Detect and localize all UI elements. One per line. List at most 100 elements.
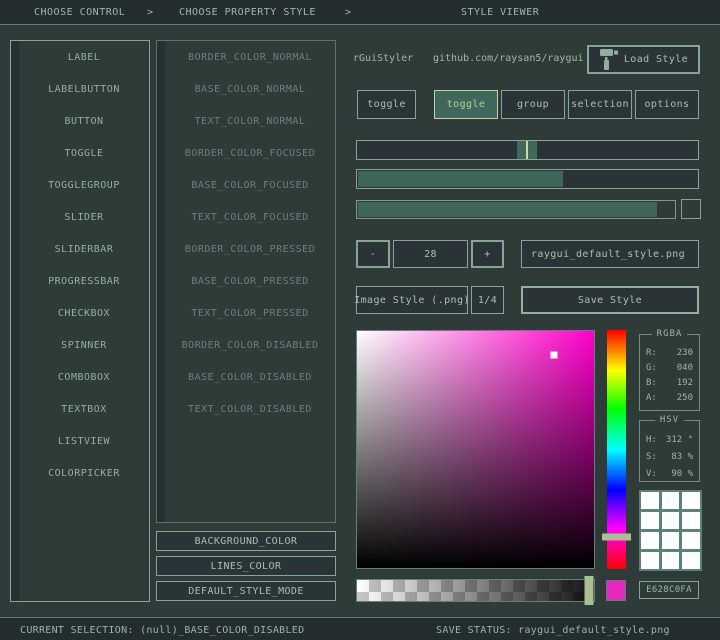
hsv-row-value: 312 ° [665, 434, 693, 445]
palette-cell[interactable] [661, 492, 680, 509]
control-list-item[interactable]: TOGGLE [64, 147, 104, 159]
image-style-button[interactable]: Image Style (.png) [354, 286, 469, 314]
palette-cell[interactable] [682, 512, 700, 529]
controls-list-scrollbar[interactable] [11, 41, 19, 601]
alpha-handle[interactable] [584, 576, 594, 605]
hsv-row-value: 83 % [671, 451, 693, 462]
lines-color-button[interactable]: LINES_COLOR [156, 556, 336, 576]
property-list-item[interactable]: TEXT_COLOR_DISABLED [188, 403, 312, 415]
rgba-row-value: 192 [676, 377, 693, 388]
rgba-row: B: 192 [646, 375, 693, 390]
save-style-button[interactable]: Save Style [521, 286, 699, 314]
hex-value-box[interactable]: E628C0FA [639, 581, 699, 599]
background-color-button[interactable]: BACKGROUND_COLOR [156, 531, 336, 551]
checkbox-control[interactable] [681, 199, 701, 219]
hsv-row-label: H: [646, 434, 657, 445]
rgba-row: R: 230 [646, 345, 693, 360]
toggle-group-item[interactable]: selection [568, 90, 632, 119]
palette-cell[interactable] [641, 492, 659, 509]
control-list-item[interactable]: TEXTBOX [61, 403, 107, 415]
control-list-item[interactable]: BUTTON [64, 115, 104, 127]
controls-list: LABEL LABELBUTTON BUTTON TOGGLE TOGGLEGROUP S… [19, 41, 149, 489]
load-style-label: Load Style [623, 54, 689, 65]
rgba-row-label: R: [646, 347, 657, 358]
rgba-row-value: 250 [676, 392, 693, 403]
hsv-rows: H: 312 ° S: 83 % V: 90 % [646, 431, 693, 482]
slider-handle[interactable] [517, 141, 538, 159]
hsv-row-label: S: [646, 451, 657, 462]
rgba-title: RGBA [651, 329, 688, 339]
toggle-group-item[interactable]: group [501, 90, 565, 119]
rgba-rows: R: 230 G: 040 B: 192 A: 250 [646, 345, 693, 405]
palette-cell[interactable] [661, 532, 680, 549]
toggle-group: toggle group selection options [434, 90, 699, 119]
sv-cursor[interactable] [550, 351, 558, 359]
hue-handle[interactable] [602, 533, 631, 541]
property-list-item[interactable]: TEXT_COLOR_FOCUSED [191, 211, 309, 223]
step-style-viewer: STYLE VIEWER [461, 7, 540, 18]
spinner-minus-button[interactable]: - [356, 240, 390, 268]
property-list-item[interactable]: BORDER_COLOR_PRESSED [184, 243, 316, 255]
toggle-group-item[interactable]: options [635, 90, 699, 119]
default-style-mode-button[interactable]: DEFAULT_STYLE_MODE [156, 581, 336, 601]
progressbar-control [356, 200, 676, 219]
rgba-row-value: 040 [676, 362, 693, 373]
control-list-item[interactable]: LABEL [67, 51, 101, 63]
palette-cell[interactable] [641, 512, 659, 529]
spinner-value-box[interactable]: 28 [393, 240, 468, 268]
rgba-row: G: 040 [646, 360, 693, 375]
property-list-item[interactable]: BASE_COLOR_DISABLED [188, 371, 312, 383]
slider-control[interactable] [356, 140, 699, 160]
control-list-item[interactable]: SLIDER [64, 211, 104, 223]
palette-cell[interactable] [682, 552, 700, 569]
spinner-plus-button[interactable]: + [471, 240, 504, 268]
palette-cell[interactable] [641, 532, 659, 549]
sliderbar-control[interactable] [356, 169, 699, 189]
property-list-item[interactable]: TEXT_COLOR_NORMAL [194, 115, 306, 127]
property-list-item[interactable]: BORDER_COLOR_DISABLED [181, 339, 319, 351]
control-list-item[interactable]: SPINNER [61, 339, 107, 351]
hsv-row-value: 90 % [671, 468, 693, 479]
hue-bar[interactable] [602, 330, 631, 569]
control-list-item[interactable]: SLIDERBAR [54, 243, 114, 255]
palette-cell[interactable] [661, 552, 680, 569]
app-brand-label: rGuiStyler [353, 53, 414, 64]
palette-cell[interactable] [682, 492, 700, 509]
status-bar: CURRENT SELECTION: (null)_BASE_COLOR_DIS… [0, 617, 720, 640]
ratio-button[interactable]: 1/4 [471, 286, 504, 314]
control-list-item[interactable]: COLORPICKER [48, 467, 120, 479]
palette-grid [639, 490, 702, 571]
property-list-item[interactable]: BASE_COLOR_NORMAL [194, 83, 306, 95]
control-list-item[interactable]: COMBOBOX [57, 371, 111, 383]
palette-cell[interactable] [682, 532, 700, 549]
control-list-item[interactable]: TOGGLEGROUP [48, 179, 120, 191]
color-swatch [606, 580, 626, 601]
property-list-item[interactable]: BORDER_COLOR_FOCUSED [184, 147, 316, 159]
saturation-value-picker[interactable] [356, 330, 595, 569]
paint-roller-icon [599, 48, 619, 71]
property-list-item[interactable]: BASE_COLOR_FOCUSED [191, 179, 309, 191]
filename-textbox[interactable]: raygui_default_style.png [521, 240, 699, 268]
progressbar-fill [358, 202, 657, 217]
controls-list-panel: LABEL LABELBUTTON BUTTON TOGGLE TOGGLEGROUP S… [10, 40, 150, 602]
property-list-item[interactable]: BORDER_COLOR_NORMAL [188, 51, 312, 63]
palette-cell[interactable] [641, 552, 659, 569]
control-list-item[interactable]: CHECKBOX [57, 307, 111, 319]
alpha-bar[interactable] [356, 576, 595, 605]
repo-link[interactable]: github.com/raysan5/raygui [433, 53, 584, 64]
property-list-item[interactable]: TEXT_COLOR_PRESSED [191, 307, 309, 319]
control-list-item[interactable]: LISTVIEW [57, 435, 111, 447]
toggle-group-item[interactable]: toggle [434, 90, 498, 119]
hsv-row: H: 312 ° [646, 431, 693, 448]
control-list-item[interactable]: PROGRESSBAR [48, 275, 120, 287]
load-style-button[interactable]: Load Style [587, 45, 700, 74]
step-choose-control: CHOOSE CONTROL [34, 7, 126, 18]
properties-list-scrollbar[interactable] [157, 41, 165, 522]
chevron-right-icon: > [345, 7, 352, 18]
properties-list: BORDER_COLOR_NORMAL BASE_COLOR_NORMAL TEXT… [165, 41, 335, 425]
property-list-item[interactable]: BASE_COLOR_PRESSED [191, 275, 309, 287]
toggle-standalone[interactable]: toggle [357, 90, 416, 119]
control-list-item[interactable]: LABELBUTTON [48, 83, 120, 95]
palette-cell[interactable] [661, 512, 680, 529]
